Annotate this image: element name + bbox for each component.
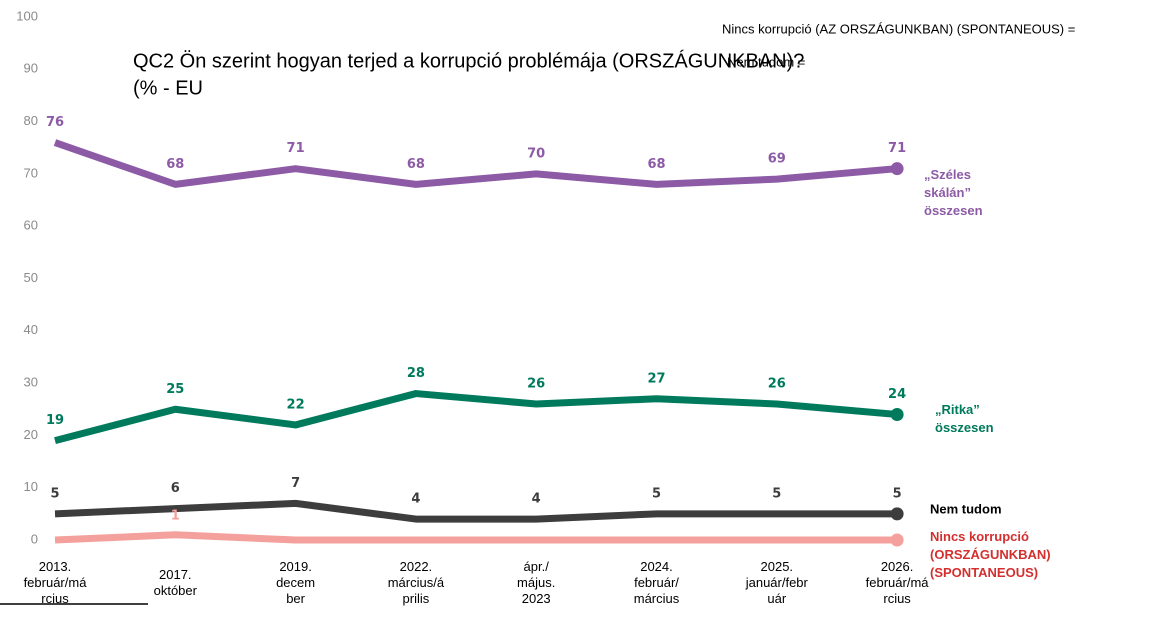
data-label: 26 <box>768 377 786 392</box>
chart-subtitle: (% - EU <box>133 77 203 99</box>
data-label: 71 <box>287 141 305 156</box>
data-label: 4 <box>411 492 420 507</box>
legend-label: Nincs korrupció (ORSZÁGUNKBAN) (SPONTANEOU… <box>930 529 1051 580</box>
data-label: 68 <box>407 157 425 172</box>
end-marker <box>890 162 904 176</box>
series-line <box>53 139 898 188</box>
data-label: 5 <box>772 486 781 501</box>
x-tick-label: 2019. decem ber <box>276 559 315 606</box>
data-label: 24 <box>888 387 906 402</box>
end-marker <box>890 507 904 521</box>
data-label: 68 <box>166 157 184 172</box>
y-tick-label: 60 <box>24 218 38 233</box>
data-label: 76 <box>46 115 64 130</box>
x-tick-label: 2013. február/má rcius <box>24 559 88 606</box>
data-label: 28 <box>407 366 425 381</box>
data-label: 70 <box>527 146 545 161</box>
data-label: 71 <box>888 141 906 156</box>
y-tick-label: 40 <box>24 322 38 337</box>
series-line <box>54 531 898 544</box>
data-label: 27 <box>647 371 665 386</box>
annotation: Nem tudom = <box>727 54 805 69</box>
x-tick-label: 2024. február/március <box>634 559 680 606</box>
series-line <box>54 390 898 445</box>
data-label: 4 <box>532 492 541 507</box>
legend-label: „Széles skálán” összesen <box>924 167 983 218</box>
data-label: 69 <box>768 152 786 167</box>
x-tick-label: 2026. február/má rcius <box>866 559 930 606</box>
end-marker <box>890 533 904 547</box>
series-line <box>54 499 898 523</box>
data-label: 68 <box>647 157 665 172</box>
x-tick-label: ápr./május. 2023 <box>517 559 555 606</box>
x-tick-label: 2022. március/á prilis <box>388 559 445 606</box>
y-tick-label: 0 <box>31 531 38 546</box>
end-marker <box>890 407 904 421</box>
x-tick-label: 2025. január/febr uár <box>745 559 809 606</box>
data-label: 1 <box>171 508 180 523</box>
data-label: 5 <box>893 486 902 501</box>
y-tick-label: 80 <box>24 113 38 128</box>
y-tick-label: 70 <box>24 165 38 180</box>
x-tick-label: 2017. október <box>154 567 198 598</box>
annotation: Nincs korrupció (AZ ORSZÁGUNKBAN) (SPONT… <box>722 21 1075 36</box>
y-tick-label: 20 <box>24 427 38 442</box>
y-tick-label: 90 <box>24 61 38 76</box>
data-label: 5 <box>50 486 59 501</box>
data-label: 19 <box>46 413 64 428</box>
legend-label: „Ritka” összesen <box>935 402 994 435</box>
y-tick-label: 30 <box>24 375 38 390</box>
y-tick-label: 50 <box>24 270 38 285</box>
data-label: 6 <box>171 481 180 496</box>
data-label: 5 <box>652 486 661 501</box>
y-tick-label: 100 <box>16 8 38 23</box>
data-label: 25 <box>166 382 184 397</box>
data-label: 7 <box>291 476 300 491</box>
data-label: 26 <box>527 377 545 392</box>
data-label: 22 <box>287 397 305 412</box>
y-tick-label: 10 <box>24 479 38 494</box>
chart-title: QC2 Ön szerint hogyan terjed a korrupció… <box>133 49 804 72</box>
legend-label: Nem tudom <box>930 501 1002 516</box>
